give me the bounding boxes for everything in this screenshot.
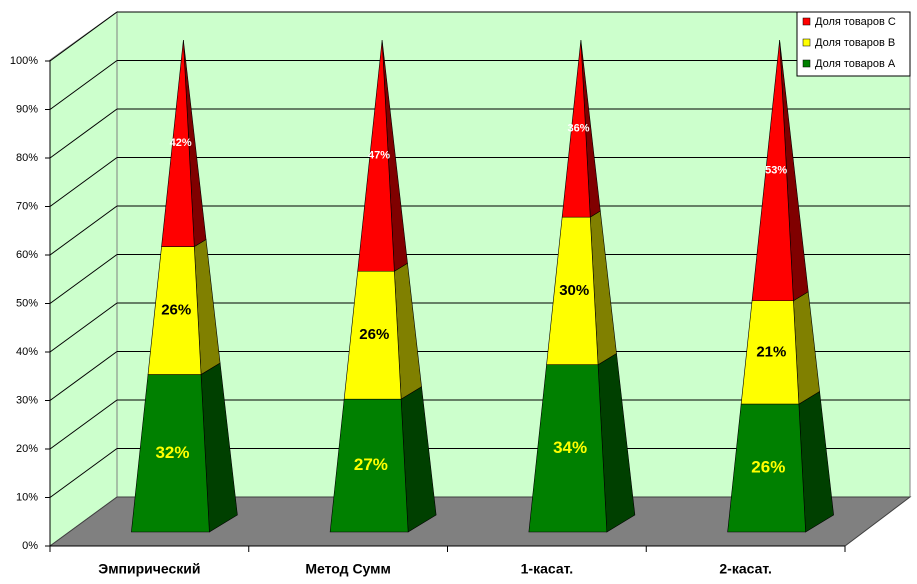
legend-label: Доля товаров B — [815, 37, 895, 49]
y-tick-label: 10% — [16, 491, 38, 503]
plot: 32% 26% 42% 27% 26% 47% 34% 30% 36% 26% 21% 53% — [131, 39, 834, 533]
grid-line — [49, 205, 118, 256]
grid-line — [49, 448, 118, 498]
value-label: 42% — [170, 137, 192, 149]
y-tick-label: 60% — [16, 249, 38, 261]
grid-line — [49, 60, 118, 110]
legend-swatch — [802, 17, 811, 26]
legend-swatch — [802, 59, 811, 68]
value-label: 26% — [751, 458, 785, 477]
x-tick-label: 1-касат. — [521, 561, 574, 577]
value-label: 30% — [559, 282, 589, 299]
grid-line — [49, 157, 118, 207]
value-label: 53% — [765, 164, 787, 176]
value-label: 36% — [568, 122, 590, 134]
grid-line — [49, 108, 118, 159]
legend-swatch — [802, 38, 811, 47]
value-label: 21% — [756, 343, 786, 360]
grid-line — [49, 302, 118, 353]
pyramid-segment — [751, 39, 794, 302]
legend-label: Доля товаров A — [815, 58, 896, 70]
y-tick-label: 0% — [22, 540, 38, 552]
y-tick-label: 100% — [10, 55, 38, 67]
y-tick-label: 80% — [16, 152, 38, 164]
grid-line — [49, 351, 118, 401]
value-label: 27% — [354, 455, 388, 474]
y-tick-label: 40% — [16, 346, 38, 358]
y-tick-label: 90% — [16, 103, 38, 115]
y-tick-label: 50% — [16, 297, 38, 309]
grid-line — [49, 399, 118, 450]
value-label: 26% — [161, 302, 191, 319]
legend: Доля товаров C Доля товаров B Доля товаров… — [796, 11, 911, 77]
legend-label: Доля товаров C — [815, 16, 896, 28]
grid-line — [49, 11, 118, 62]
y-tick-label: 30% — [16, 394, 38, 406]
value-label: 32% — [155, 443, 189, 462]
x-tick-label: 2-касат. — [719, 561, 772, 577]
legend-box — [796, 11, 911, 77]
pyramid-segment — [561, 39, 591, 218]
y-tick-label: 70% — [16, 200, 38, 212]
x-tick-label: Метод Сумм — [305, 561, 391, 577]
pyramid-segment — [357, 39, 395, 272]
value-label: 34% — [553, 438, 587, 457]
pyramid-segment — [161, 39, 195, 247]
value-label: 47% — [368, 150, 390, 162]
grid-line — [49, 254, 118, 304]
value-label: 26% — [359, 326, 389, 343]
x-tick-label: Эмпирический — [98, 561, 200, 577]
y-tick-label: 20% — [16, 443, 38, 455]
